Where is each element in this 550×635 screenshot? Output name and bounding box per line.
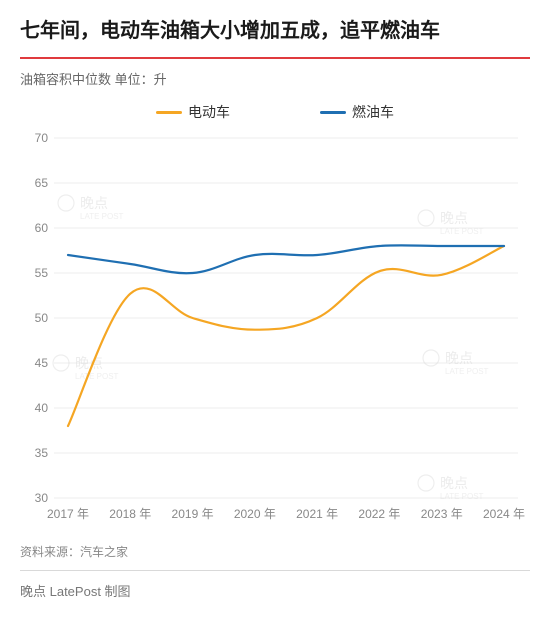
watermark-sub: LATE POST [75, 372, 119, 381]
watermark-text: 晚点 [80, 195, 108, 211]
y-tick-label: 70 [35, 131, 49, 145]
y-tick-label: 30 [35, 491, 49, 505]
chart-title: 七年间，电动车油箱大小增加五成，追平燃油车 [20, 18, 530, 45]
x-tick-label: 2019 年 [172, 507, 214, 521]
y-tick-label: 35 [35, 446, 49, 460]
x-tick-label: 2024 年 [483, 507, 525, 521]
x-tick-label: 2023 年 [421, 507, 463, 521]
source-label: 资料来源：汽车之家 [20, 543, 530, 560]
y-tick-label: 45 [35, 356, 49, 370]
title-underline [20, 57, 530, 59]
chart-subtitle: 油箱容积中位数 单位：升 [20, 69, 530, 88]
legend-item-ice: 燃油车 [320, 102, 394, 122]
x-tick-label: 2017 年 [47, 507, 89, 521]
chart-card: 七年间，电动车油箱大小增加五成，追平燃油车 油箱容积中位数 单位：升 电动车 燃… [0, 0, 550, 612]
watermark-text: 晚点 [440, 475, 468, 491]
watermark-text: 晚点 [440, 210, 468, 226]
watermark-sub: LATE POST [445, 367, 489, 376]
y-tick-label: 40 [35, 401, 49, 415]
watermark-text: 晚点 [75, 355, 103, 371]
y-tick-label: 60 [35, 221, 49, 235]
x-tick-label: 2022 年 [358, 507, 400, 521]
footer-divider [20, 570, 530, 571]
credit-label: 晚点 LatePost 制图 [20, 581, 530, 600]
watermark-sub: LATE POST [440, 492, 484, 501]
line-chart-svg: 303540455055606570晚点LATE POST晚点LATE POST… [20, 128, 530, 528]
y-tick-label: 65 [35, 176, 49, 190]
legend-swatch-ev [156, 111, 182, 114]
y-tick-label: 55 [35, 266, 49, 280]
x-tick-label: 2018 年 [109, 507, 151, 521]
x-tick-label: 2021 年 [296, 507, 338, 521]
watermark-sub: LATE POST [440, 227, 484, 236]
legend-label-ev: 电动车 [188, 102, 230, 122]
legend-item-ev: 电动车 [156, 102, 230, 122]
legend-swatch-ice [320, 111, 346, 114]
watermark-text: 晚点 [445, 350, 473, 366]
x-tick-label: 2020 年 [234, 507, 276, 521]
legend-label-ice: 燃油车 [352, 102, 394, 122]
chart-plot: 303540455055606570晚点LATE POST晚点LATE POST… [20, 128, 530, 533]
watermark-sub: LATE POST [80, 212, 124, 221]
y-tick-label: 50 [35, 311, 49, 325]
chart-legend: 电动车 燃油车 [20, 102, 530, 122]
